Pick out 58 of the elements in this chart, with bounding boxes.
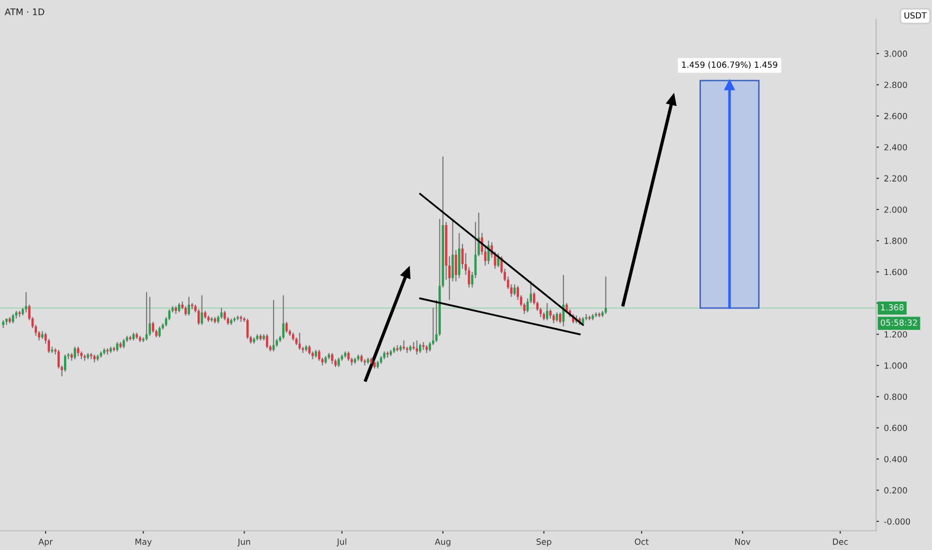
candlestick	[497, 252, 500, 268]
x-tick-label: Jun	[237, 538, 250, 546]
x-tick-label: Sep	[536, 538, 552, 546]
candlestick	[418, 343, 422, 354]
candlestick	[148, 296, 151, 336]
y-tick-label: 2.600	[884, 112, 908, 120]
y-axis-title: USDT	[904, 12, 927, 19]
ref-line-label: 1.368	[881, 304, 904, 310]
candlestick	[308, 344, 311, 356]
y-tick-label: 0.200	[884, 487, 908, 494]
candlestick	[331, 352, 334, 364]
candlestick	[12, 313, 14, 324]
candlestick	[246, 318, 249, 340]
y-tick-label: 0.400	[884, 456, 908, 462]
candlestick	[402, 340, 405, 350]
candlestick	[585, 313, 588, 321]
candlestick	[559, 312, 562, 324]
candlestick	[282, 294, 284, 340]
candlestick	[552, 313, 555, 324]
y-tick-label: 3.000	[884, 50, 908, 57]
y-tick-label: 1.200	[884, 331, 908, 338]
x-tick-label: Apr	[38, 538, 53, 546]
y-tick-label: 1.000	[884, 362, 908, 369]
candlestick	[604, 276, 607, 315]
y-tick-label: 2.400	[884, 144, 908, 150]
y-tick-label: 1.600	[884, 268, 908, 276]
candlestick	[338, 357, 340, 368]
y-tick-label: 2.200	[884, 175, 908, 182]
y-tick-label: 1.800	[884, 238, 908, 244]
candlestick	[116, 342, 118, 352]
candlestick	[184, 306, 187, 316]
y-tick-label: 2.000	[884, 206, 908, 213]
chart-title: ATM · 1D	[4, 8, 44, 16]
candlestick	[64, 354, 66, 372]
candlestick	[77, 346, 80, 357]
candlestick	[364, 358, 366, 366]
text: 05:58:32	[880, 319, 917, 326]
candlestick	[178, 302, 180, 313]
x-tick-label: Jul	[336, 538, 346, 546]
candlestick	[298, 332, 301, 350]
y-tick-label: -0.000	[884, 518, 910, 525]
annotation: 1.459 (106.79%) 1.459	[682, 61, 778, 69]
y-tick-label: 0.800	[884, 394, 908, 400]
candlestick	[122, 338, 125, 349]
x-tick-label: May	[136, 538, 152, 546]
x-tick-label: Dec	[833, 538, 848, 545]
candlestick	[318, 349, 320, 362]
candlestick	[546, 302, 548, 321]
x-tick-label: Nov	[735, 538, 750, 545]
y-tick-label: 2.800	[884, 82, 908, 88]
x-tick-label: Aug	[434, 538, 450, 546]
candlestick	[24, 292, 28, 313]
x-tick-label: Oct	[634, 538, 649, 545]
candlestick	[158, 326, 161, 338]
candlestick	[416, 340, 418, 356]
candlestick	[272, 299, 275, 352]
candlestick	[224, 310, 226, 321]
y-tick-label: 0.600	[884, 424, 908, 432]
